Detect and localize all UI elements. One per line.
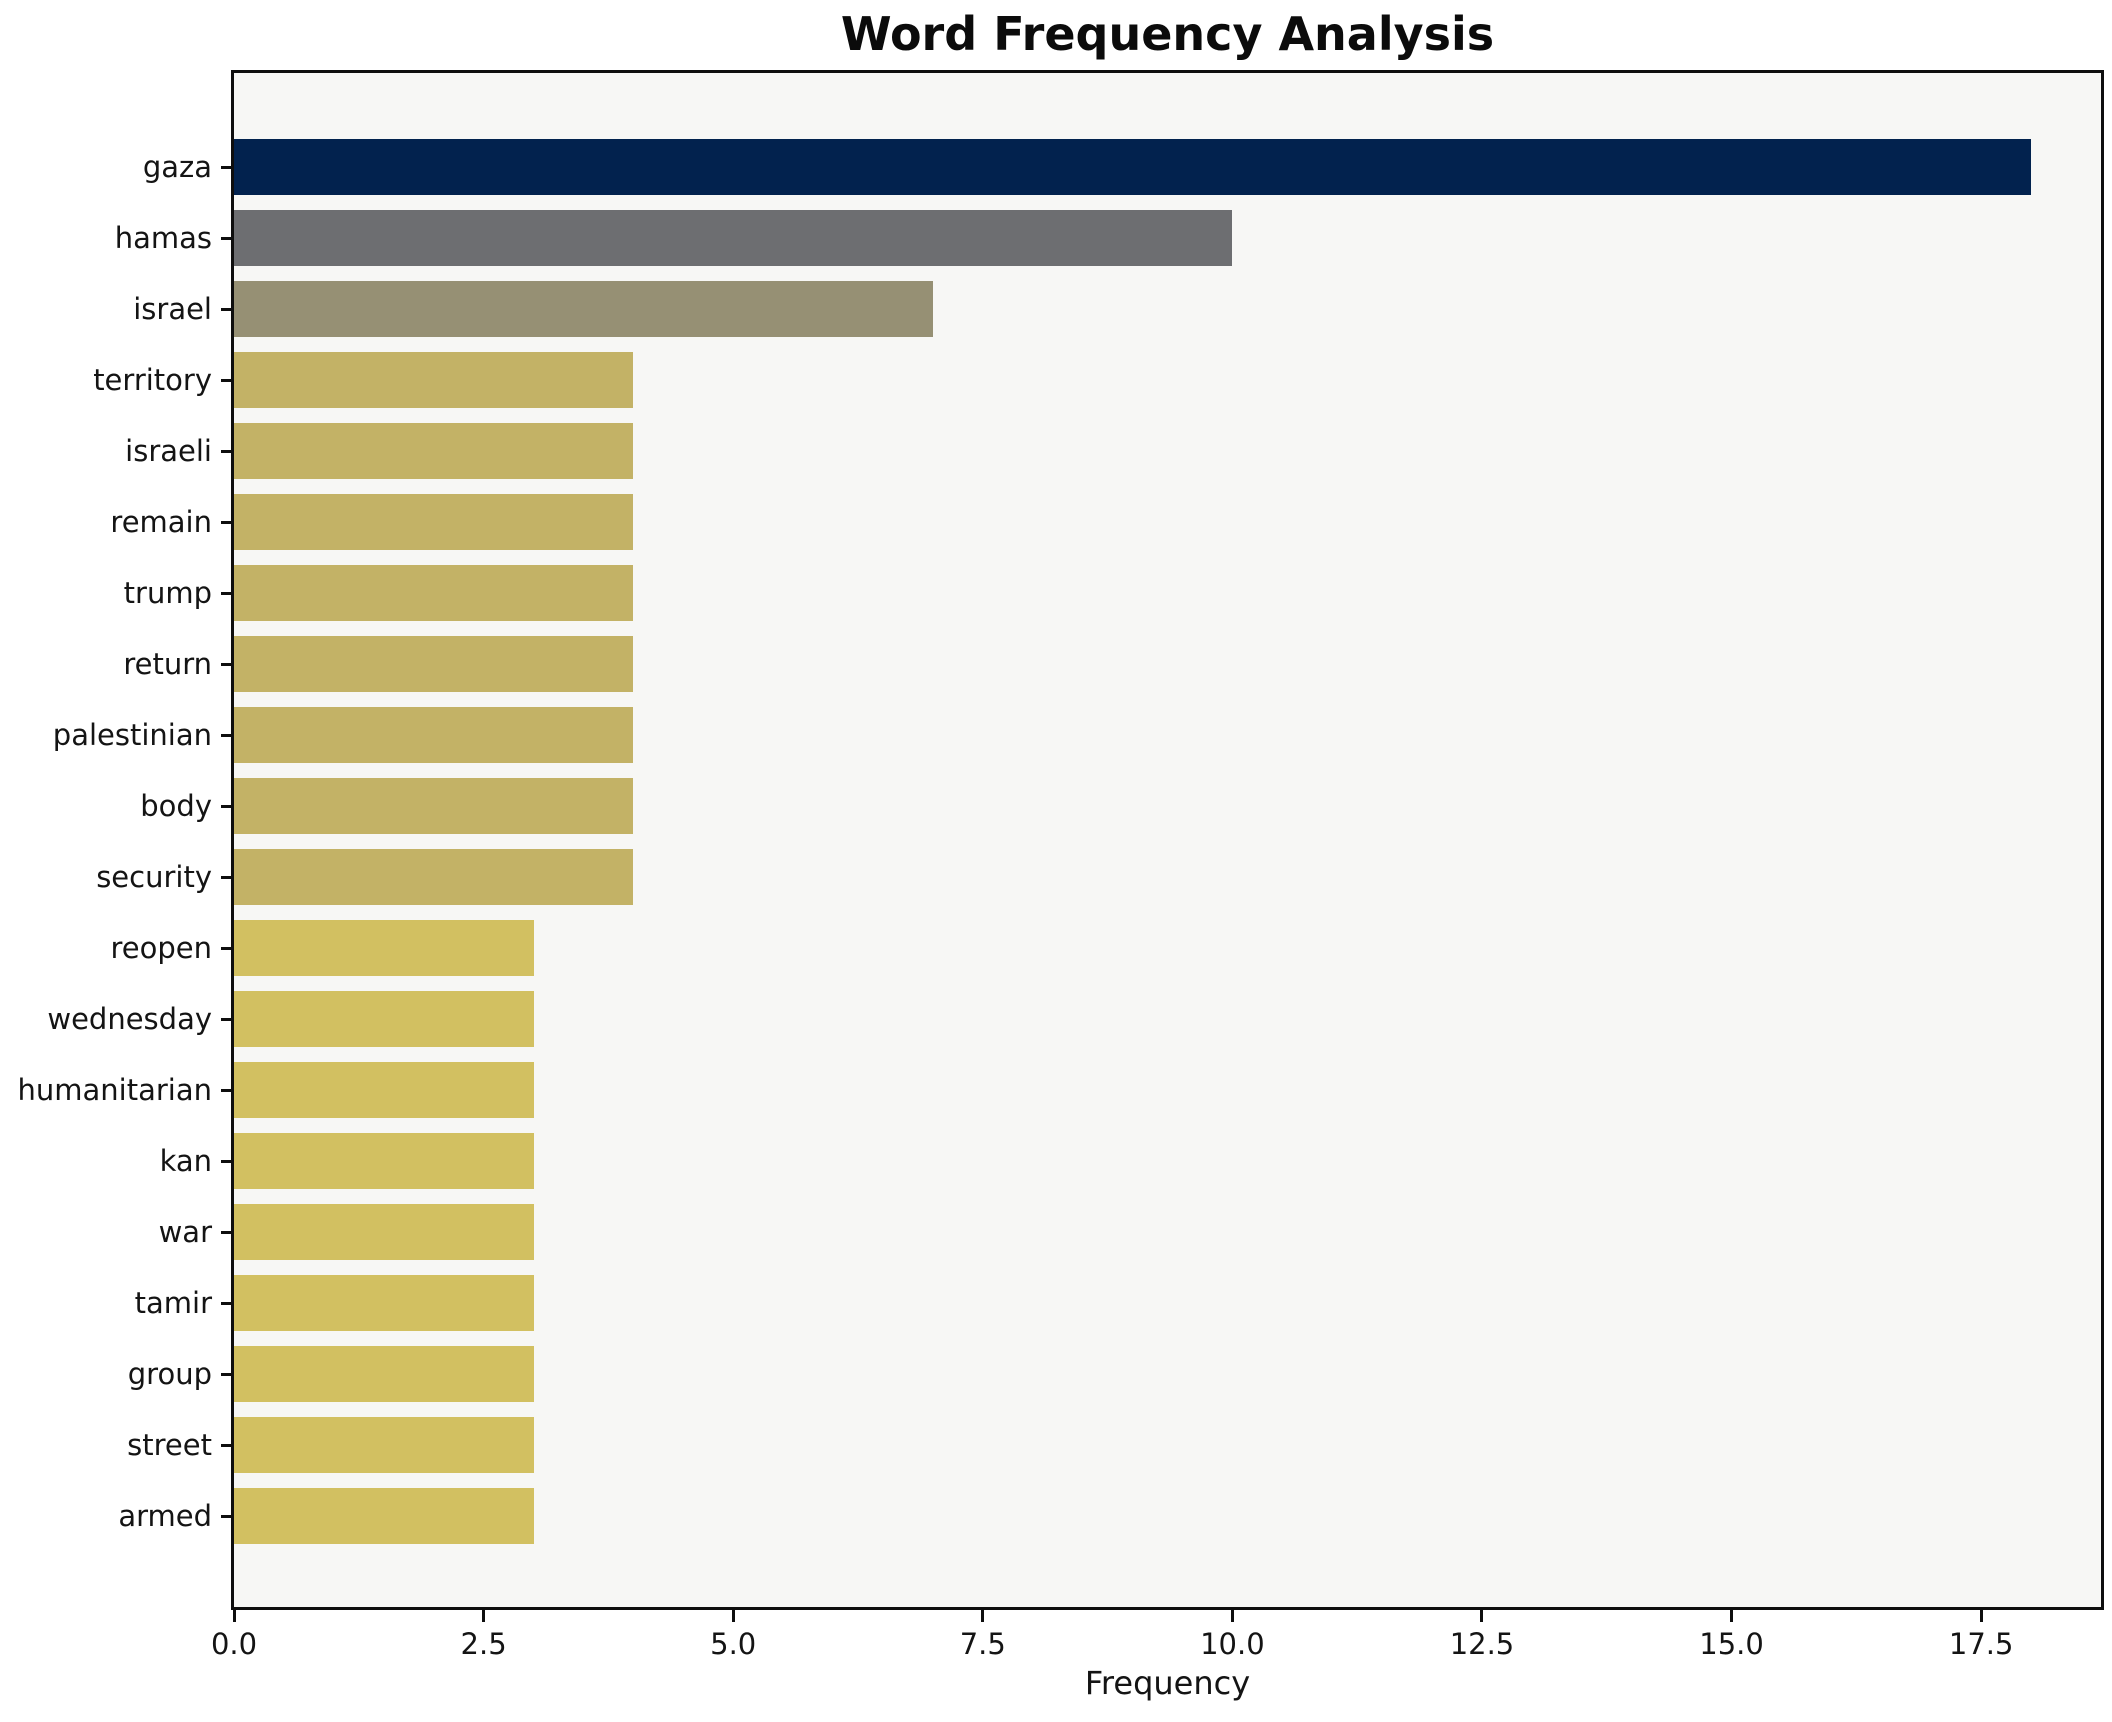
y-axis-label: hamas [114, 221, 212, 255]
y-tick [221, 1088, 231, 1092]
y-tick [221, 1372, 231, 1376]
bar [234, 1417, 534, 1473]
y-axis-label: gaza [142, 150, 212, 184]
x-tick [1480, 1610, 1484, 1622]
y-axis-label: remain [110, 505, 212, 539]
y-tick [221, 946, 231, 950]
bar [234, 139, 2032, 195]
y-axis-label: group [127, 1357, 212, 1391]
bar [234, 849, 634, 905]
bar [234, 1204, 534, 1260]
bar [234, 778, 634, 834]
y-axis-label: reopen [110, 931, 213, 965]
bar [234, 636, 634, 692]
y-tick [221, 662, 231, 666]
x-tick-label: 17.5 [1948, 1627, 2014, 1661]
bar [234, 494, 634, 550]
bar [234, 210, 1233, 266]
y-axis-label: war [158, 1215, 212, 1249]
x-tick-label: 2.5 [460, 1627, 507, 1661]
x-tick [1730, 1610, 1734, 1622]
y-tick [221, 804, 231, 808]
y-tick [221, 1301, 231, 1305]
x-tick-label: 0.0 [210, 1627, 258, 1661]
y-tick [221, 1159, 231, 1163]
y-tick [221, 307, 231, 311]
x-tick [731, 1610, 735, 1622]
plot-area [231, 70, 2104, 1610]
x-tick [981, 1610, 985, 1622]
y-axis-label: tamir [134, 1286, 212, 1320]
x-tick-label: 12.5 [1449, 1627, 1515, 1661]
y-tick [221, 236, 231, 240]
x-tick [1230, 1610, 1234, 1622]
y-axis-label: palestinian [52, 718, 212, 752]
x-tick [232, 1610, 236, 1622]
y-axis-label: armed [118, 1499, 212, 1533]
bar [234, 707, 634, 763]
bar [234, 281, 933, 337]
bar [234, 423, 634, 479]
y-axis-label: kan [159, 1144, 212, 1178]
x-tick-label: 10.0 [1200, 1627, 1265, 1661]
x-axis-title: Frequency [1084, 1664, 1251, 1702]
bar [234, 565, 634, 621]
y-tick [221, 733, 231, 737]
y-axis-label: wednesday [47, 1002, 212, 1036]
bar [234, 1346, 534, 1402]
bar [234, 1275, 534, 1331]
bar [234, 991, 534, 1047]
x-tick-label: 15.0 [1699, 1627, 1764, 1661]
y-axis-label: humanitarian [17, 1073, 213, 1107]
y-tick [221, 1514, 231, 1518]
bar [234, 1488, 534, 1544]
y-axis-label: israel [133, 292, 212, 326]
y-axis-label: body [140, 789, 212, 823]
y-tick [221, 1443, 231, 1447]
chart-title: Word Frequency Analysis [840, 7, 1495, 61]
bar [234, 920, 534, 976]
bar [234, 1133, 534, 1189]
y-axis-label: return [123, 647, 212, 681]
bar [234, 352, 634, 408]
x-tick [1979, 1610, 1983, 1622]
y-axis-label: trump [123, 576, 212, 610]
y-tick [221, 449, 231, 453]
bar [234, 1062, 534, 1118]
y-tick [221, 165, 231, 169]
x-tick [482, 1610, 486, 1622]
y-axis-label: territory [93, 363, 212, 397]
y-axis-label: security [96, 860, 212, 894]
y-tick [221, 1017, 231, 1021]
y-tick [221, 591, 231, 595]
x-tick-label: 7.5 [959, 1627, 1006, 1661]
y-axis-label: israeli [125, 434, 212, 468]
y-tick [221, 1230, 231, 1234]
y-tick [221, 378, 231, 382]
x-tick-label: 5.0 [710, 1627, 757, 1661]
y-tick [221, 520, 231, 524]
y-tick [221, 875, 231, 879]
y-axis-label: street [127, 1428, 212, 1462]
